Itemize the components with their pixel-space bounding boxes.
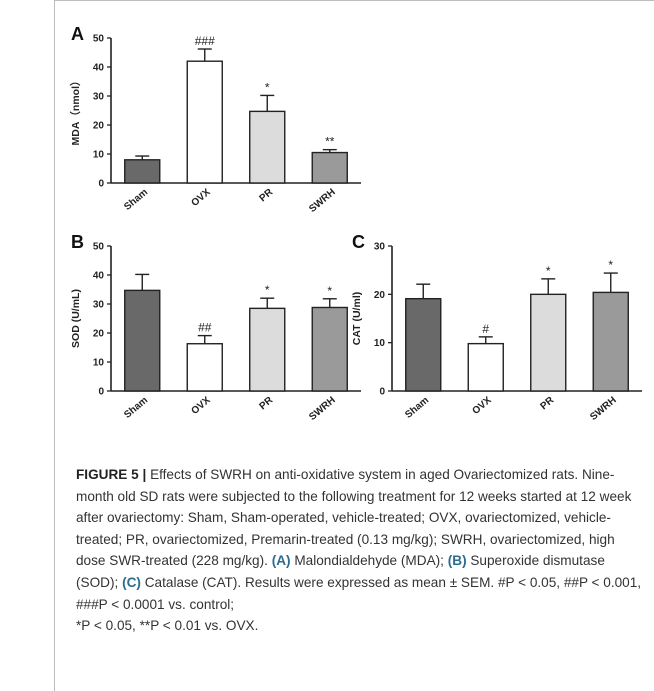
panel-b-category-label: OVX — [189, 395, 213, 417]
panel-b-bar — [124, 289, 161, 392]
panel-c-y-tick-label: 0 — [379, 387, 385, 398]
panel-a-bar — [186, 60, 223, 184]
panel-c-category-label: Sham — [403, 395, 431, 421]
panel-b-letter: B — [71, 232, 84, 252]
caption-text-b: Superoxide dismutase (SOD); — [76, 553, 605, 590]
panel-a-y-tick-label: 30 — [93, 92, 105, 103]
left-border-line — [54, 0, 55, 691]
panel-c-bar — [467, 342, 504, 392]
panel-b-y-tick-label: 20 — [93, 329, 105, 340]
panel-b-category-label: Sham — [122, 395, 150, 421]
panel-b-bar — [249, 307, 286, 392]
panel-c-significance-label: * — [608, 258, 613, 272]
panel-b-y-tick-label: 40 — [93, 271, 105, 282]
top-border-line — [54, 0, 654, 1]
panel-c-letter: C — [352, 232, 365, 252]
panel-a-bar — [124, 159, 161, 184]
panel-a-significance-label: ** — [325, 135, 335, 149]
panel-b-significance-label: ## — [198, 321, 212, 335]
panel-c-y-axis-label: CAT (U/ml) — [351, 292, 363, 345]
panel-b-y-tick-label: 10 — [93, 358, 105, 369]
panel-c-bar — [592, 291, 629, 392]
panel-a-bar — [249, 110, 286, 184]
caption-label-a: (A) — [271, 553, 291, 569]
panel-c-bar — [405, 297, 442, 392]
figure-frame: A 0 10 20 30 40 50 MDA（nmol） Sham ### OVX * PR ** SWRH… — [54, 0, 654, 691]
panel-a-y-axis-label: MDA（nmol） — [69, 76, 82, 146]
panel-b-category-label: PR — [257, 394, 275, 412]
panel-b-significance-label: * — [327, 284, 332, 298]
panel-a-significance-label: ### — [195, 34, 215, 48]
caption-intro: Effects of SWRH on anti-oxidative system… — [76, 467, 632, 569]
panel-c-category-label: SWRH — [588, 395, 618, 423]
panel-b-bar — [311, 306, 348, 392]
panel-c-significance-label: * — [546, 264, 551, 278]
panel-a-y-tick-label: 10 — [93, 150, 105, 161]
panel-a-category-label: OVX — [189, 187, 213, 209]
panel-a-y-tick-label: 20 — [93, 121, 105, 132]
panel-a-y-tick-label: 50 — [93, 34, 105, 45]
panel-a-category-label: PR — [257, 186, 275, 204]
panel-c-category-label: OVX — [470, 395, 494, 417]
panel-b-y-axis-label: SOD (U/mL) — [70, 289, 82, 348]
panel-a-bar — [311, 151, 348, 184]
panel-b-y-tick-label: 50 — [93, 242, 105, 253]
panel-c-y-tick-label: 10 — [374, 338, 386, 349]
panel-b-significance-label: * — [265, 283, 270, 297]
caption-label-c: (C) — [122, 574, 141, 590]
panel-b-category-label: SWRH — [307, 395, 337, 423]
panel-c-y-tick-label: 20 — [374, 290, 386, 301]
panel-c-significance-label: # — [482, 322, 489, 336]
panel-b-bar — [186, 343, 223, 392]
panel-c-chart: C 0 10 20 30 CAT (U/ml) Sham # OVX * PR * SWRH — [351, 232, 642, 423]
caption-stats-line2: *P < 0.05, **P < 0.01 vs. OVX. — [76, 618, 259, 634]
caption-stats-line1: #P < 0.05, ##P < 0.001, ###P < 0.0001 vs… — [76, 574, 642, 612]
panel-a-significance-label: * — [265, 80, 270, 94]
panel-a-y-tick-label: 0 — [98, 179, 104, 190]
caption-text-a: Malondialdehyde (MDA); — [290, 553, 448, 569]
panel-a-category-label: Sham — [122, 187, 150, 213]
figure-panels: A01020304050MDA（nmol）Sham###OVX*PR**SWRH… — [69, 24, 642, 423]
caption-text-c: Catalase (CAT). Results were expressed a… — [140, 574, 498, 590]
panel-c-bar — [530, 293, 567, 392]
panel-a-category-label: SWRH — [307, 187, 337, 215]
panel-a-y-tick-label: 40 — [93, 63, 105, 74]
panel-c-y-tick-label: 30 — [374, 242, 386, 253]
panel-b-chart: B 0 10 20 30 40 50 SOD (U/mL) Sham ## OVX * PR * SWRH — [70, 232, 361, 423]
panel-c-category-label: PR — [538, 394, 556, 412]
panel-a-letter: A — [71, 24, 84, 44]
panel-a-chart: A 0 10 20 30 40 50 MDA（nmol） Sham ### OVX * PR ** SWRH — [69, 24, 361, 215]
panel-b-y-tick-label: 0 — [98, 387, 104, 398]
figure-caption: FIGURE 5 | Effects of SWRH on anti-oxida… — [76, 464, 646, 637]
panel-b-y-tick-label: 30 — [93, 300, 105, 311]
caption-label-b: (B) — [447, 553, 467, 569]
caption-figure-label: FIGURE 5 | — [76, 467, 151, 482]
